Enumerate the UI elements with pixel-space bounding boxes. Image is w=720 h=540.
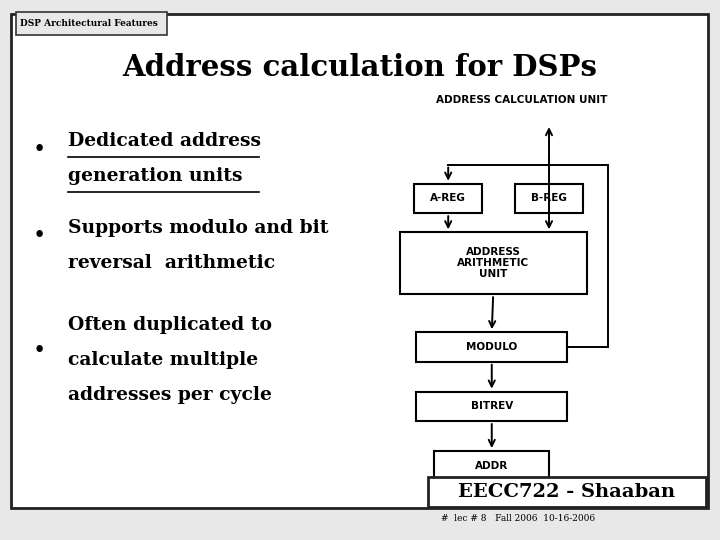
Text: calculate multiple: calculate multiple (68, 351, 258, 369)
FancyBboxPatch shape (515, 184, 583, 213)
FancyBboxPatch shape (400, 232, 587, 294)
Text: A-REG: A-REG (431, 193, 466, 204)
FancyBboxPatch shape (416, 332, 567, 362)
Text: Often duplicated to: Often duplicated to (68, 316, 272, 334)
Text: #  lec # 8   Fall 2006  10-16-2006: # lec # 8 Fall 2006 10-16-2006 (441, 514, 595, 523)
Text: ADDRESS
ARITHMETIC
UNIT: ADDRESS ARITHMETIC UNIT (457, 247, 529, 279)
Text: ADDRESS CALCULATION UNIT: ADDRESS CALCULATION UNIT (436, 95, 608, 105)
FancyBboxPatch shape (16, 12, 167, 35)
FancyBboxPatch shape (428, 477, 706, 507)
Text: DSP Architectural Features: DSP Architectural Features (20, 19, 158, 28)
Text: MODULO: MODULO (466, 342, 518, 352)
Text: EECC722 - Shaaban: EECC722 - Shaaban (458, 483, 675, 501)
Text: ADDR: ADDR (475, 461, 508, 471)
FancyBboxPatch shape (416, 392, 567, 421)
Text: BITREV: BITREV (471, 401, 513, 411)
Text: •: • (33, 340, 46, 362)
Text: reversal  arithmetic: reversal arithmetic (68, 254, 276, 272)
Text: •: • (33, 139, 46, 161)
FancyBboxPatch shape (414, 184, 482, 213)
Text: Address calculation for DSPs: Address calculation for DSPs (122, 53, 598, 82)
Text: addresses per cycle: addresses per cycle (68, 386, 272, 404)
FancyBboxPatch shape (11, 14, 708, 508)
Text: generation units: generation units (68, 167, 243, 185)
Text: •: • (33, 225, 46, 247)
FancyBboxPatch shape (434, 451, 549, 481)
Text: Supports modulo and bit: Supports modulo and bit (68, 219, 329, 237)
Text: B-REG: B-REG (531, 193, 567, 204)
Text: Dedicated address: Dedicated address (68, 132, 261, 150)
